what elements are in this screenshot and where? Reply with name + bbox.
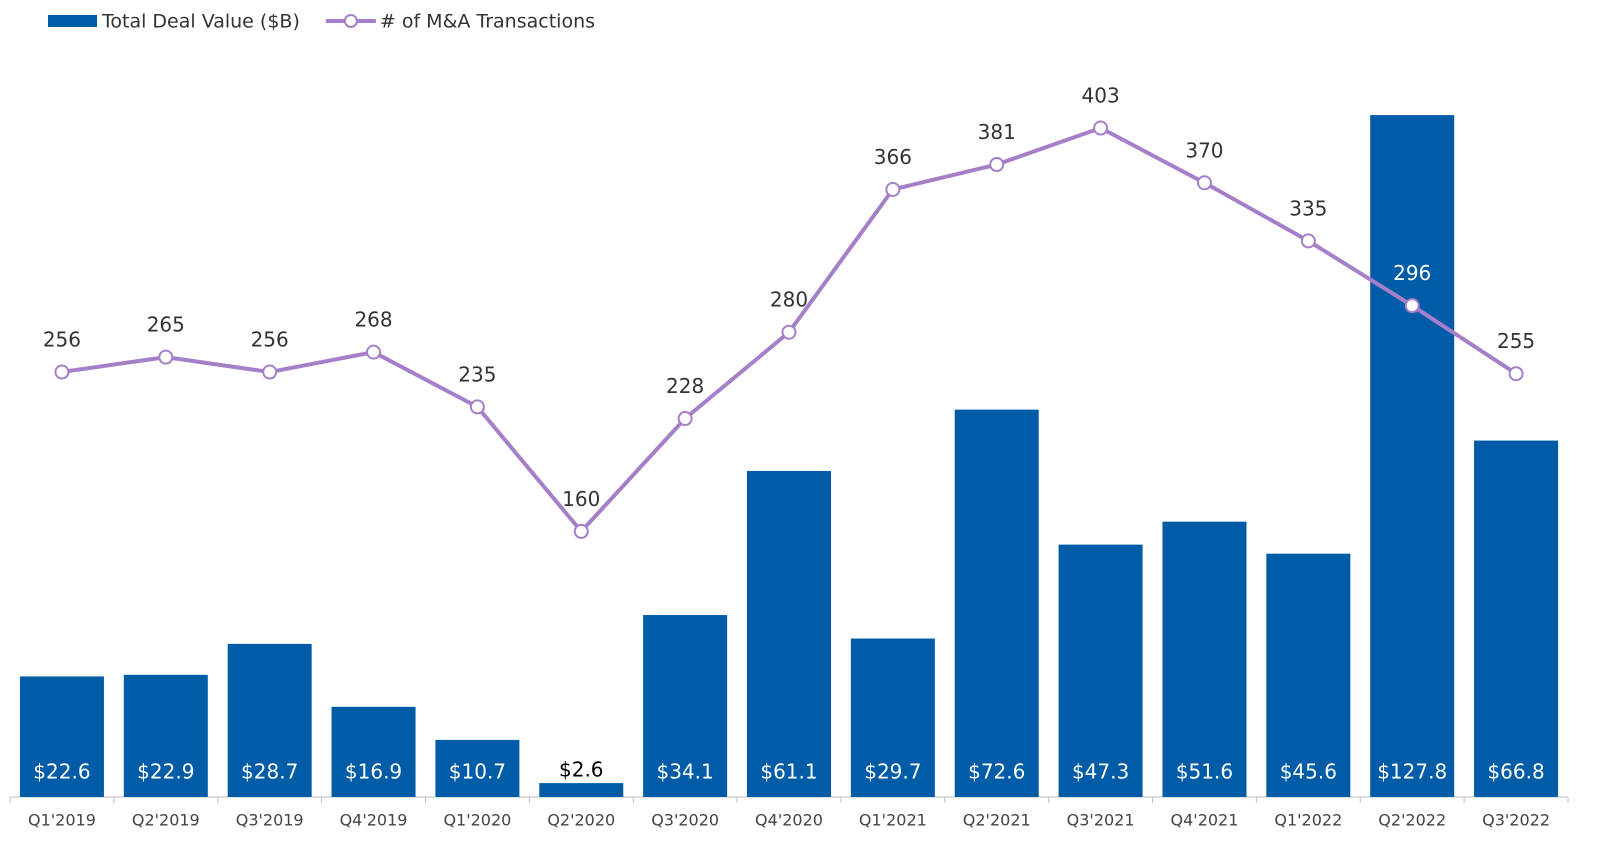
bar-value-label: $72.6 bbox=[968, 760, 1025, 784]
line-value-label: 160 bbox=[562, 487, 600, 511]
bar-value-label: $2.6 bbox=[559, 758, 604, 782]
bar bbox=[850, 638, 935, 797]
x-tick-label: Q2'2021 bbox=[963, 811, 1031, 830]
bar bbox=[1474, 440, 1559, 797]
line-marker bbox=[1196, 175, 1212, 191]
line-value-label: 228 bbox=[666, 374, 704, 398]
bar-value-label: $51.6 bbox=[1176, 760, 1233, 784]
bar bbox=[227, 643, 312, 797]
x-tick-label: Q4'2020 bbox=[755, 811, 823, 830]
x-tick-label: Q4'2019 bbox=[340, 811, 408, 830]
line-marker bbox=[1404, 298, 1420, 314]
legend-label: Total Deal Value ($B) bbox=[101, 11, 300, 33]
bar-value-label: $22.6 bbox=[33, 760, 90, 784]
line-marker bbox=[677, 411, 693, 427]
line-value-label: 335 bbox=[1289, 196, 1327, 220]
bar bbox=[643, 615, 728, 797]
bar bbox=[539, 783, 624, 797]
bar bbox=[1266, 553, 1351, 797]
line-marker bbox=[1508, 366, 1524, 382]
x-tick-label: Q2'2022 bbox=[1378, 811, 1446, 830]
bar bbox=[747, 470, 831, 797]
bar-value-label: $127.8 bbox=[1377, 760, 1447, 784]
bar bbox=[1058, 544, 1143, 797]
line-value-label: 255 bbox=[1497, 329, 1535, 353]
bar-value-label: $16.9 bbox=[345, 760, 402, 784]
line-marker bbox=[54, 364, 70, 380]
line-marker bbox=[469, 399, 485, 415]
bar-value-label: $61.1 bbox=[760, 760, 817, 784]
bar bbox=[1370, 115, 1455, 798]
line-value-label: 381 bbox=[978, 120, 1016, 144]
x-tick-label: Q4'2021 bbox=[1171, 811, 1239, 830]
bar bbox=[1162, 521, 1247, 797]
line-marker bbox=[262, 364, 278, 380]
line-value-label: 235 bbox=[458, 362, 496, 386]
bar-value-label: $22.9 bbox=[137, 760, 194, 784]
x-tick-label: Q2'2019 bbox=[132, 811, 200, 830]
legend-marker bbox=[343, 14, 358, 28]
bar-value-label: $34.1 bbox=[657, 760, 714, 784]
bar bbox=[954, 409, 1039, 797]
x-tick-label: Q3'2020 bbox=[651, 811, 719, 830]
line-value-label: 268 bbox=[354, 308, 392, 332]
x-tick-label: Q1'2019 bbox=[28, 811, 96, 830]
x-tick-label: Q3'2022 bbox=[1482, 811, 1550, 830]
bar bbox=[123, 674, 208, 797]
line-marker bbox=[885, 181, 901, 197]
x-tick-label: Q1'2022 bbox=[1274, 811, 1342, 830]
line-marker bbox=[158, 349, 174, 365]
line-value-label: 256 bbox=[251, 328, 289, 352]
bar bbox=[19, 676, 104, 797]
line-value-label: 280 bbox=[770, 288, 808, 312]
x-tick-label: Q1'2021 bbox=[859, 811, 927, 830]
line-value-label: 265 bbox=[147, 313, 185, 337]
x-tick-label: Q1'2020 bbox=[443, 811, 511, 830]
bar-value-label: $47.3 bbox=[1072, 760, 1129, 784]
bar bbox=[435, 739, 520, 797]
bar-value-label: $66.8 bbox=[1487, 760, 1544, 784]
bar-value-label: $29.7 bbox=[864, 760, 921, 784]
x-tick-label: Q3'2019 bbox=[236, 811, 304, 830]
bar-value-label: $28.7 bbox=[241, 760, 298, 784]
legend-swatch bbox=[48, 15, 97, 27]
line-value-label: 370 bbox=[1185, 138, 1223, 162]
line-marker bbox=[573, 523, 589, 539]
line-marker bbox=[989, 157, 1005, 173]
line-marker bbox=[1300, 233, 1316, 249]
x-tick-label: Q3'2021 bbox=[1067, 811, 1135, 830]
bar bbox=[331, 706, 416, 797]
line-value-label: 256 bbox=[43, 328, 81, 352]
line-value-label: 366 bbox=[874, 145, 912, 169]
line-marker bbox=[781, 324, 797, 340]
line-value-label: 296 bbox=[1393, 261, 1431, 285]
line-marker bbox=[1093, 120, 1109, 136]
legend-label: # of M&A Transactions bbox=[380, 11, 595, 33]
bar-value-label: $10.7 bbox=[449, 760, 506, 784]
x-tick-label: Q2'2020 bbox=[547, 811, 615, 830]
line-value-label: 403 bbox=[1082, 84, 1120, 108]
bar-value-label: $45.6 bbox=[1280, 760, 1337, 784]
line-marker bbox=[366, 344, 382, 360]
